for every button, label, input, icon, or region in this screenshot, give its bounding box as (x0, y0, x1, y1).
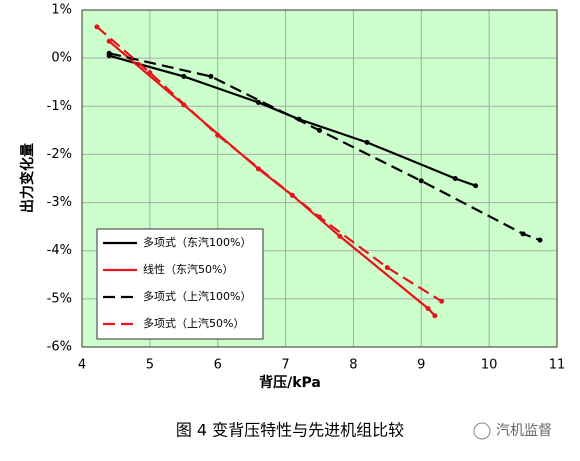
legend-label: 多项式（东汽100%） (143, 235, 251, 249)
point (181, 73, 187, 79)
y-axis-label: 出力变化量 (19, 143, 36, 213)
y-tick-label: -3% (47, 195, 72, 210)
point (106, 38, 112, 44)
point (255, 99, 261, 105)
series-line (108, 52, 541, 242)
watermark-icon (473, 422, 491, 440)
x-tick-label: 11 (549, 358, 566, 373)
y-tick-label: -6% (47, 340, 72, 355)
watermark: 汽机监督 (496, 423, 552, 439)
point (215, 132, 221, 138)
y-tick-label: -5% (47, 291, 72, 306)
point (337, 233, 343, 239)
x-axis-label: 背压/kPa (259, 374, 321, 391)
legend-label: 线性（东汽50%） (143, 262, 233, 276)
point (384, 265, 390, 271)
plot-border (81, 9, 558, 348)
x-tick-label: 4 (78, 358, 86, 373)
point (106, 50, 112, 56)
x-tick-label: 6 (214, 358, 222, 373)
point (317, 214, 322, 220)
point (94, 24, 100, 30)
point (418, 178, 424, 184)
point (147, 70, 153, 76)
y-tick-label: -1% (47, 99, 72, 114)
point (473, 183, 479, 189)
legend-label: 多项式（上汽100%） (143, 289, 251, 303)
point (520, 231, 526, 237)
point (452, 176, 458, 181)
legend-box (96, 228, 264, 340)
point (439, 298, 445, 304)
point (432, 313, 438, 319)
x-tick-label: 9 (417, 358, 425, 373)
point (425, 305, 431, 311)
x-tick-label: 7 (281, 358, 289, 373)
point (364, 139, 370, 145)
point (537, 237, 543, 243)
x-tick-label: 5 (146, 358, 154, 373)
y-tick-label: 1% (51, 3, 72, 18)
y-tick-label: 0% (51, 51, 72, 66)
y-tick-label: -4% (47, 243, 72, 258)
x-tick-label: 10 (481, 358, 498, 373)
legend-label: 多项式（上汽50%） (143, 316, 244, 330)
y-tick-label: -2% (47, 147, 72, 162)
point (208, 73, 214, 79)
x-tick-label: 8 (349, 358, 357, 373)
caption: 图 4 变背压特性与先进机组比较 (176, 421, 404, 440)
point (317, 127, 322, 133)
series-line (96, 26, 443, 303)
